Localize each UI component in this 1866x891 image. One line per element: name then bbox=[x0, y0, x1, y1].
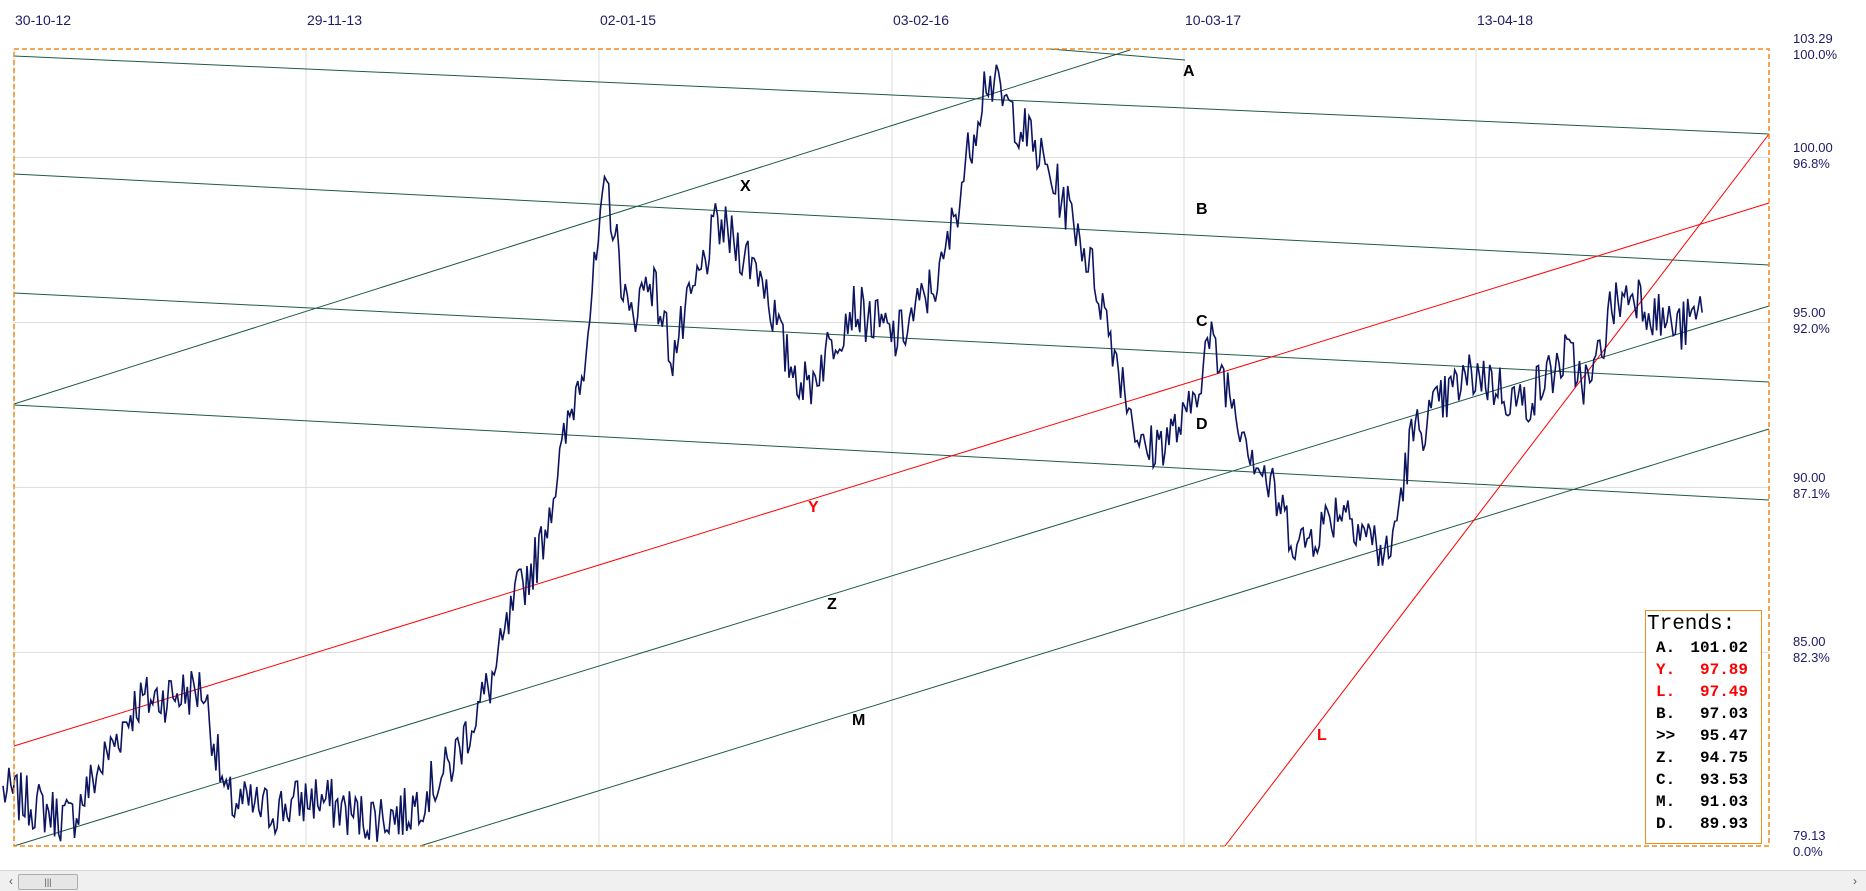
y-axis-pct-label: 0.0% bbox=[1793, 844, 1823, 859]
trend-letter-l: L bbox=[1317, 727, 1327, 744]
trend-letter-b: B bbox=[1196, 201, 1208, 218]
trend-row-key: L. bbox=[1656, 683, 1676, 701]
trend-row: L. 97.49 bbox=[1656, 683, 1748, 701]
trends-title: Trends: bbox=[1647, 613, 1736, 636]
trend-line-green bbox=[13, 173, 1770, 266]
trend-row: M. 91.03 bbox=[1656, 793, 1748, 811]
y-axis-pct-label: 87.1% bbox=[1793, 486, 1830, 501]
trend-line-green bbox=[419, 428, 1770, 847]
trend-row-key: Z. bbox=[1656, 749, 1676, 767]
trend-row-value: 94.75 bbox=[1699, 749, 1748, 767]
trend-letter-z: Z bbox=[827, 596, 837, 613]
trend-row: A. 101.02 bbox=[1656, 639, 1748, 657]
price-series-layer bbox=[2, 64, 1703, 842]
trend-row-key: D. bbox=[1656, 815, 1676, 833]
trend-row-key: M. bbox=[1656, 793, 1676, 811]
y-axis-pct-label: 96.8% bbox=[1793, 156, 1830, 171]
trend-row-value: 101.02 bbox=[1690, 639, 1748, 657]
trend-letter-c: C bbox=[1196, 313, 1208, 330]
trend-letter-x: X bbox=[740, 178, 751, 195]
trend-row: Z. 94.75 bbox=[1656, 749, 1748, 767]
trends-legend-box: Trends: A. 101.02 Y. 97.89 L. 97.49 B. 97.03 >> 9… bbox=[1645, 610, 1762, 844]
price-chart-svg: 30-10-12 29-11-13 02-01-15 03-02-16 10-03-17… bbox=[2, 12, 1838, 859]
trend-row-key: C. bbox=[1656, 771, 1676, 789]
trend-row: >> 95.47 bbox=[1656, 727, 1748, 745]
trend-row-key: A. bbox=[1656, 639, 1676, 657]
y-axis-price-label: 100.00 bbox=[1793, 140, 1833, 155]
trend-line-y-red bbox=[13, 202, 1770, 747]
x-axis-label: 13-04-18 bbox=[1477, 12, 1533, 28]
trend-letter-m: M bbox=[852, 712, 865, 729]
trend-row-value: 97.49 bbox=[1699, 683, 1748, 701]
x-axis-labels: 30-10-12 29-11-13 02-01-15 03-02-16 10-03-17… bbox=[15, 12, 1533, 28]
trend-row-value: 91.03 bbox=[1699, 793, 1748, 811]
trend-line-green bbox=[1049, 48, 1186, 61]
x-axis-label: 02-01-15 bbox=[600, 12, 656, 28]
horizontal-scrollbar[interactable]: ‹ ||| › bbox=[0, 870, 1866, 891]
y-axis-price-label: 90.00 bbox=[1793, 470, 1826, 485]
trend-line-green bbox=[13, 305, 1770, 847]
x-axis-label: 03-02-16 bbox=[893, 12, 949, 28]
trend-letter-a: A bbox=[1183, 63, 1195, 80]
chart-frame bbox=[13, 48, 1770, 847]
trend-row: Y. 97.89 bbox=[1656, 661, 1748, 679]
trend-row: C. 93.53 bbox=[1656, 771, 1748, 789]
trend-row-value: 97.89 bbox=[1699, 661, 1748, 679]
trend-letters-layer: A X B C D Y Z M L bbox=[740, 63, 1327, 744]
y-axis-price-label: 79.13 bbox=[1793, 828, 1826, 843]
x-axis-label: 10-03-17 bbox=[1185, 12, 1241, 28]
trend-row: B. 97.03 bbox=[1656, 705, 1748, 723]
trend-row: D. 89.93 bbox=[1656, 815, 1748, 833]
scroll-left-arrow-icon[interactable]: ‹ bbox=[9, 874, 13, 888]
trend-line-green bbox=[13, 49, 1131, 405]
trend-line-green bbox=[13, 55, 1770, 135]
x-axis-label: 30-10-12 bbox=[15, 12, 71, 28]
y-axis-pct-label: 82.3% bbox=[1793, 650, 1830, 665]
y-axis-price-label: 103.29 bbox=[1793, 31, 1833, 46]
trend-line-l-red bbox=[1224, 133, 1770, 847]
x-axis-label: 29-11-13 bbox=[307, 12, 362, 28]
trend-row-value: 89.93 bbox=[1699, 815, 1748, 833]
price-line bbox=[2, 64, 1703, 842]
trend-line-green bbox=[13, 404, 1770, 501]
scroll-thumb[interactable]: ||| bbox=[18, 874, 78, 890]
trend-row-key: >> bbox=[1656, 727, 1676, 745]
trend-row-key: Y. bbox=[1656, 661, 1676, 679]
y-axis-price-label: 95.00 bbox=[1793, 305, 1826, 320]
grid-layer bbox=[13, 49, 1769, 846]
trend-row-key: B. bbox=[1656, 705, 1676, 723]
trend-letter-y: Y bbox=[808, 499, 819, 516]
trend-row-value: 95.47 bbox=[1699, 727, 1748, 745]
y-axis-pct-label: 92.0% bbox=[1793, 321, 1830, 336]
y-axis-pct-label: 100.0% bbox=[1793, 47, 1838, 62]
trend-row-value: 93.53 bbox=[1699, 771, 1748, 789]
trend-letter-d: D bbox=[1196, 416, 1208, 433]
y-axis-price-label: 85.00 bbox=[1793, 634, 1826, 649]
scroll-right-arrow-icon[interactable]: › bbox=[1853, 874, 1857, 888]
trend-row-value: 97.03 bbox=[1699, 705, 1748, 723]
